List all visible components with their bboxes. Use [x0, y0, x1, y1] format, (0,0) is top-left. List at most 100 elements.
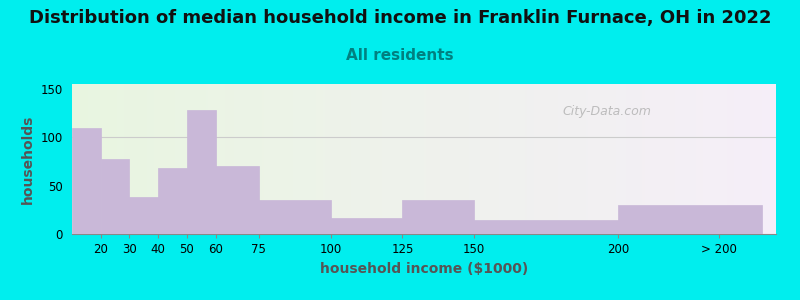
Bar: [344, 74, 348, 234]
Bar: [518, 74, 522, 234]
Bar: [213, 74, 217, 234]
Bar: [588, 74, 592, 234]
Bar: [729, 74, 733, 234]
Bar: [258, 200, 330, 234]
Bar: [384, 74, 388, 234]
Bar: [236, 74, 240, 234]
Bar: [525, 74, 529, 234]
Bar: [720, 74, 723, 234]
Bar: [265, 74, 268, 234]
Bar: [497, 74, 501, 234]
Bar: [290, 74, 294, 234]
Bar: [544, 74, 547, 234]
Bar: [311, 74, 315, 234]
Bar: [227, 74, 230, 234]
Bar: [250, 74, 254, 234]
Bar: [652, 74, 655, 234]
Bar: [546, 74, 550, 234]
Bar: [612, 74, 615, 234]
Bar: [321, 74, 325, 234]
Bar: [598, 74, 602, 234]
Bar: [718, 74, 721, 234]
Bar: [633, 74, 637, 234]
Bar: [539, 74, 542, 234]
Bar: [515, 74, 519, 234]
Bar: [462, 74, 466, 234]
Bar: [363, 74, 366, 234]
Bar: [532, 74, 536, 234]
Bar: [628, 74, 632, 234]
Bar: [630, 74, 634, 234]
Bar: [635, 74, 639, 234]
Bar: [150, 74, 154, 234]
Bar: [168, 74, 172, 234]
Bar: [478, 74, 482, 234]
Bar: [133, 74, 137, 234]
Bar: [366, 74, 369, 234]
Bar: [401, 74, 404, 234]
Bar: [175, 74, 179, 234]
Bar: [379, 74, 383, 234]
Bar: [260, 74, 263, 234]
Bar: [403, 74, 406, 234]
Bar: [248, 74, 252, 234]
Bar: [621, 74, 625, 234]
Bar: [145, 74, 149, 234]
Bar: [701, 74, 705, 234]
Bar: [339, 74, 343, 234]
Bar: [586, 74, 590, 234]
Bar: [476, 74, 479, 234]
Bar: [206, 74, 210, 234]
Bar: [187, 110, 216, 234]
Bar: [618, 205, 762, 234]
Bar: [626, 74, 630, 234]
Bar: [663, 74, 667, 234]
Bar: [262, 74, 266, 234]
Bar: [607, 74, 611, 234]
Bar: [93, 74, 97, 234]
Bar: [414, 74, 418, 234]
Bar: [140, 74, 144, 234]
Bar: [102, 74, 106, 234]
Bar: [302, 74, 306, 234]
Bar: [330, 74, 334, 234]
Bar: [372, 74, 376, 234]
Bar: [266, 74, 270, 234]
Bar: [593, 74, 597, 234]
Bar: [337, 74, 341, 234]
Bar: [466, 74, 470, 234]
Bar: [614, 74, 618, 234]
Bar: [295, 74, 298, 234]
Bar: [198, 74, 202, 234]
Text: City-Data.com: City-Data.com: [562, 104, 651, 118]
Bar: [748, 74, 752, 234]
Bar: [431, 74, 435, 234]
Bar: [230, 74, 233, 234]
Bar: [530, 74, 534, 234]
Bar: [666, 74, 670, 234]
Bar: [243, 74, 247, 234]
Bar: [502, 74, 506, 234]
Bar: [438, 74, 442, 234]
Bar: [309, 74, 313, 234]
Bar: [572, 74, 576, 234]
Bar: [122, 74, 125, 234]
Bar: [222, 74, 226, 234]
Bar: [406, 74, 409, 234]
Bar: [326, 74, 330, 234]
Bar: [650, 74, 653, 234]
Bar: [504, 74, 507, 234]
Bar: [734, 74, 738, 234]
Bar: [368, 74, 371, 234]
Bar: [107, 74, 111, 234]
Bar: [738, 74, 742, 234]
Bar: [173, 74, 177, 234]
Bar: [454, 74, 458, 234]
Bar: [769, 74, 773, 234]
Bar: [389, 74, 393, 234]
Bar: [98, 74, 102, 234]
Bar: [377, 74, 381, 234]
Bar: [675, 74, 679, 234]
Bar: [246, 74, 250, 234]
Bar: [442, 74, 446, 234]
